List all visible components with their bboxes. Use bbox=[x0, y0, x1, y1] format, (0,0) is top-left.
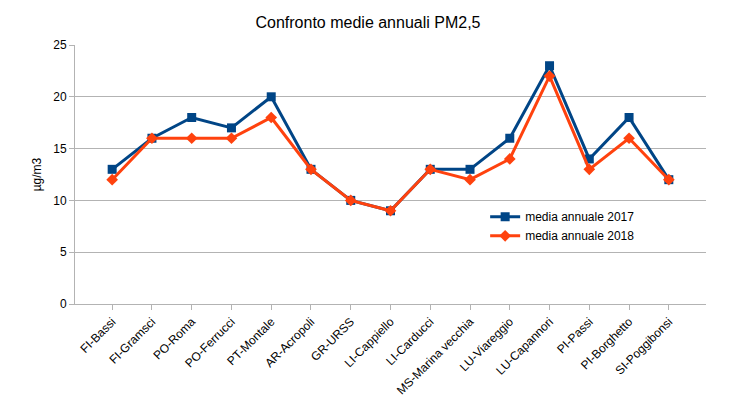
svg-text:LU-Viareggio: LU-Viareggio bbox=[457, 315, 517, 375]
svg-text:SI-Poggibonsi: SI-Poggibonsi bbox=[612, 315, 675, 378]
svg-text:media annuale 2017: media annuale 2017 bbox=[525, 210, 634, 224]
svg-text:25: 25 bbox=[53, 38, 67, 52]
svg-text:PO-Roma: PO-Roma bbox=[150, 315, 198, 363]
svg-text:FI-Gramsci: FI-Gramsci bbox=[106, 315, 158, 367]
svg-text:MS-Marina vecchia: MS-Marina vecchia bbox=[394, 315, 477, 398]
svg-text:µg/m3: µg/m3 bbox=[30, 157, 44, 191]
svg-text:15: 15 bbox=[53, 142, 67, 156]
svg-text:PI-Passi: PI-Passi bbox=[554, 315, 595, 356]
svg-text:20: 20 bbox=[53, 90, 67, 104]
svg-text:PO-Ferrucci: PO-Ferrucci bbox=[182, 315, 238, 371]
svg-text:GR-URSS: GR-URSS bbox=[308, 315, 357, 364]
svg-text:10: 10 bbox=[53, 194, 67, 208]
svg-text:LU-Capannori: LU-Capannori bbox=[493, 315, 556, 378]
svg-text:FI-Bassi: FI-Bassi bbox=[78, 315, 119, 356]
svg-text:LI-Cappiello: LI-Cappiello bbox=[342, 315, 397, 370]
svg-text:5: 5 bbox=[60, 245, 67, 259]
svg-text:PI-Borghetto: PI-Borghetto bbox=[578, 315, 636, 373]
svg-text:AR-Acropoli: AR-Acropoli bbox=[262, 315, 317, 370]
svg-text:LI-Carducci: LI-Carducci bbox=[383, 315, 436, 368]
svg-text:PT-Montale: PT-Montale bbox=[224, 315, 278, 369]
svg-text:media annuale 2018: media annuale 2018 bbox=[525, 229, 634, 243]
svg-text:Confronto medie annuali PM2,5: Confronto medie annuali PM2,5 bbox=[255, 14, 480, 31]
svg-text:0: 0 bbox=[60, 297, 67, 311]
